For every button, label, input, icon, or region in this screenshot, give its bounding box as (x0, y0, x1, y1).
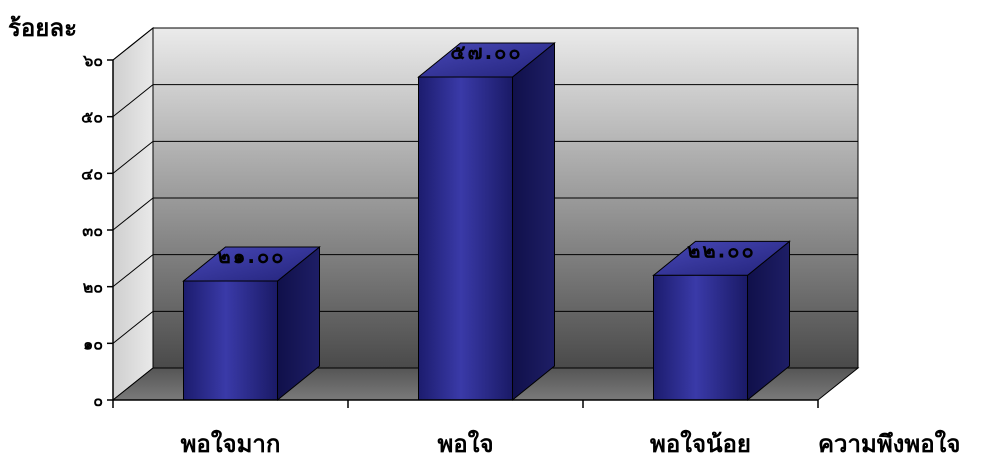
category-label: พอใจมาก (181, 429, 281, 457)
data-label: ๒๒.๐๐ (687, 238, 755, 262)
gridline-side (112, 254, 154, 288)
gridline-side (112, 140, 154, 174)
bar-front (653, 274, 748, 401)
y-tick-label: ๓๐ (82, 221, 103, 240)
y-tick-label: ๐ (93, 391, 103, 410)
axes (107, 59, 819, 408)
category-label: พอใจ (437, 429, 493, 457)
gridline-side (112, 27, 154, 61)
bar-front (418, 76, 513, 401)
bar (182, 245, 321, 402)
bar (652, 240, 791, 402)
y-tick-label: ๔๐ (81, 164, 103, 183)
bar (417, 41, 556, 402)
gridline-side (112, 84, 154, 118)
y-tick-label: ๒๐ (83, 278, 103, 297)
category-label: พอใจน้อย (650, 429, 751, 457)
bar-side (512, 41, 555, 402)
gridline-side (112, 310, 154, 344)
bars (182, 41, 791, 402)
bar-front (183, 280, 278, 401)
x-axis-title: ความพึงพอใจ (818, 429, 960, 457)
data-label: ๒๑.๐๐ (218, 244, 286, 268)
y-tick-label: ๕๐ (81, 108, 103, 127)
y-tick-label: ๖๐ (82, 51, 103, 70)
gridline-side (112, 197, 154, 231)
y-tick-label: ๑๐ (83, 334, 103, 353)
y-axis-title: ร้อยละ (8, 14, 77, 42)
data-label: ๕๗.๐๐ (450, 40, 522, 64)
